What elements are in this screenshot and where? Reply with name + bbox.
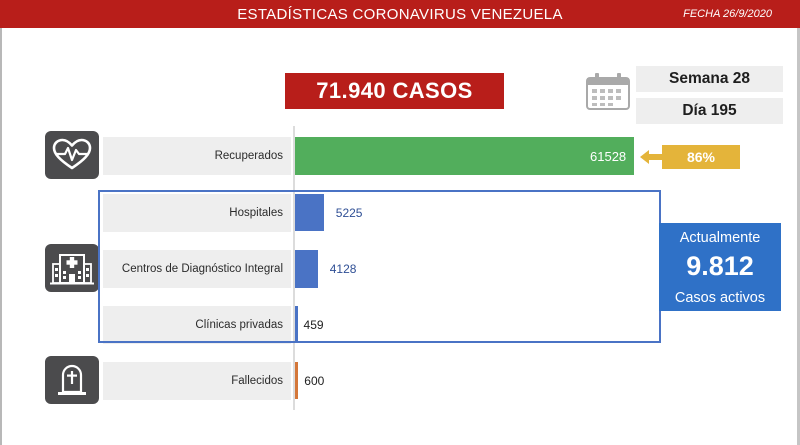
category-recuperados: Recuperados: [103, 137, 291, 175]
value-label-recuperados: 61528: [590, 149, 627, 164]
left-edge: [0, 28, 2, 445]
bar-clinicas-privadas: [295, 306, 298, 343]
bar-recuperados: [295, 137, 634, 175]
chart-axis: [293, 126, 295, 410]
day-label: Día 195: [636, 98, 783, 124]
value-label-centros-diagnostico: 4128: [329, 262, 357, 276]
bar-fallecidos: [295, 362, 299, 399]
category-hospitales: Hospitales: [103, 194, 291, 232]
heart-pulse-icon: [45, 131, 99, 179]
category-centros-diagnostico: Centros de Diagnóstico Integral: [103, 250, 291, 288]
value-label-clinicas-privadas: 459: [303, 317, 324, 332]
active-label-top: Actualmente: [679, 230, 761, 246]
value-label-fallecidos: 600: [304, 373, 325, 388]
recovered-percent-badge: 86%: [662, 145, 740, 169]
bar-hospitales: [295, 194, 324, 231]
active-cases-box: Actualmente 9.812 Casos activos: [659, 223, 781, 311]
week-label: Semana 28: [636, 66, 783, 92]
tombstone-icon: [45, 356, 99, 404]
total-cases-badge: 71.940 CASOS: [285, 73, 504, 109]
active-cases-value: 9.812: [686, 251, 754, 281]
active-label-bottom: Casos activos: [674, 290, 766, 306]
hospital-building-icon: [45, 244, 99, 292]
category-clinicas-privadas: Clínicas privadas: [103, 306, 291, 344]
hospitalized-group-frame: [98, 190, 661, 343]
arrow-left-icon: [640, 149, 664, 165]
calendar-icon: [584, 72, 632, 112]
page-title: ESTADÍSTICAS CORONAVIRUS VENEZUELA: [237, 6, 563, 23]
right-edge: [797, 28, 800, 445]
bar-centros-diagnostico: [295, 250, 318, 288]
header-bar: ESTADÍSTICAS CORONAVIRUS VENEZUELA FECHA…: [0, 0, 800, 28]
report-date: FECHA 26/9/2020: [683, 8, 772, 20]
value-label-hospitales: 5225: [335, 205, 363, 220]
category-fallecidos: Fallecidos: [103, 362, 291, 400]
